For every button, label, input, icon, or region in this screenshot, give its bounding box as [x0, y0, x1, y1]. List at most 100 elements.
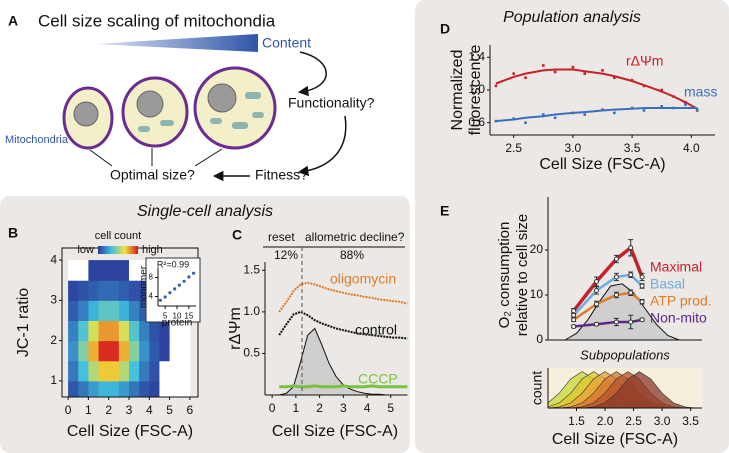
heat-cell — [68, 280, 79, 301]
cell — [121, 76, 189, 148]
y-axis-label: count — [529, 371, 545, 405]
series-label: Basal — [650, 276, 685, 292]
subplot-title: Subpopulations — [580, 347, 670, 362]
y-tick-label: 0 — [536, 332, 543, 346]
heat-cell — [118, 360, 130, 382]
point — [583, 72, 587, 75]
x-tick-label: 4.0 — [683, 141, 700, 155]
heat-cell — [108, 320, 120, 342]
heat-cell — [139, 300, 150, 321]
heat-cell — [128, 360, 140, 382]
x-tick-label: 1.5 — [568, 414, 585, 428]
heat-cell — [128, 300, 140, 321]
content-wedge — [95, 34, 258, 52]
heat-cell — [108, 280, 120, 301]
series-label: CCCP — [358, 371, 398, 387]
x-axis-label: Cell Size (FSC-A) — [539, 156, 665, 173]
point — [593, 301, 599, 307]
y-tick-label: 4 — [50, 252, 57, 266]
y-axis-label: O₂ consumption — [496, 222, 513, 329]
heat-cell — [98, 320, 110, 342]
x-tick-label: 2 — [316, 401, 323, 415]
heat-cell — [108, 260, 120, 281]
x-tick-label: 2.0 — [597, 414, 614, 428]
heat-cell — [128, 260, 140, 281]
x-tick-label: 3 — [340, 401, 347, 415]
x-tick-label: 4 — [146, 403, 153, 417]
panel-title: Cell size scaling of mitochondia — [38, 11, 276, 30]
heat-cell — [78, 300, 89, 321]
point — [173, 287, 177, 291]
heat-cell — [128, 340, 140, 362]
heat-cell — [68, 360, 79, 382]
y-axis-label: relative to cell size — [514, 214, 531, 337]
arrow — [297, 115, 347, 177]
series-label: mass — [684, 84, 717, 100]
heat-cell — [128, 320, 140, 342]
colorbar — [98, 246, 138, 254]
heat-cell — [98, 280, 110, 301]
heat-cell — [159, 340, 171, 362]
heat-cell — [98, 300, 110, 321]
heat-cell — [98, 340, 110, 362]
y-axis-label: JC-1 ratio — [15, 288, 32, 357]
point — [163, 295, 167, 299]
point — [660, 88, 664, 92]
panel-label: C — [232, 227, 242, 243]
point — [628, 319, 634, 325]
heat-cell — [118, 340, 130, 362]
y-tick-label: 1.0 — [468, 82, 485, 96]
heat-cell — [169, 320, 181, 342]
heat-cell — [118, 380, 130, 397]
series-line — [278, 310, 408, 340]
heat-cell — [139, 320, 150, 342]
x-tick-label: 10 — [173, 311, 182, 320]
x-axis-label: Cell Size (FSC-A) — [67, 423, 193, 440]
colorbar-title: cell count — [95, 230, 141, 242]
point — [494, 84, 498, 88]
density-area — [563, 283, 680, 341]
heat-cell — [88, 360, 100, 382]
heat-cell — [179, 360, 191, 382]
heat-cell — [159, 380, 171, 397]
panel-label: A — [8, 13, 18, 29]
x-tick-label: 5 — [163, 311, 168, 320]
y-tick-label: 8 — [149, 273, 154, 282]
y-tick-label: 0.6 — [468, 115, 485, 129]
y-axis-label: Normalized — [449, 50, 466, 131]
x-tick-label: 1 — [293, 401, 300, 415]
y-tick-label: 2 — [50, 333, 57, 347]
heat-cell — [179, 320, 191, 342]
y-tick-label: 1.5 — [243, 262, 260, 276]
x-tick-label: 15 — [184, 311, 193, 320]
heat-cell — [169, 380, 181, 397]
x-tick-label: 5 — [387, 401, 394, 415]
series-label: Maximal — [650, 259, 702, 275]
point — [642, 109, 646, 112]
heat-cell — [68, 260, 79, 281]
heat-cell — [149, 380, 160, 397]
x-axis-label: protein — [162, 318, 193, 329]
point — [583, 113, 587, 116]
y-tick-label: 3 — [50, 293, 57, 307]
heat-cell — [88, 380, 100, 397]
x-tick-label: 3.0 — [654, 414, 671, 428]
point — [593, 279, 599, 284]
heat-cell — [139, 260, 150, 281]
x-tick-label: 2.5 — [625, 414, 642, 428]
heat-cell — [68, 320, 79, 342]
heat-cell — [149, 340, 160, 362]
y-tick-label: 4 — [149, 292, 154, 301]
x-tick-label: 5 — [166, 403, 173, 417]
heat-cell — [78, 280, 89, 301]
x-tick-label: 0 — [269, 401, 276, 415]
heat-cell — [98, 360, 110, 382]
point — [553, 116, 557, 120]
content-label: Content — [262, 35, 311, 51]
heat-cell — [88, 280, 100, 301]
point — [613, 111, 616, 115]
series-label: control — [355, 322, 397, 338]
heat-cell — [88, 340, 100, 362]
point — [541, 113, 545, 116]
